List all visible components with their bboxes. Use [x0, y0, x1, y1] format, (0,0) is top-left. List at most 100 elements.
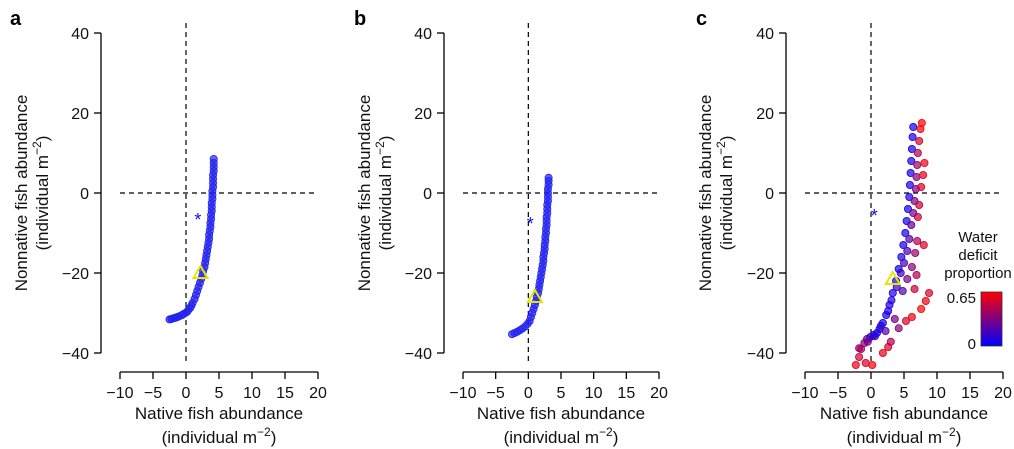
- data-point: [855, 352, 864, 361]
- data-point: [870, 332, 879, 341]
- triangle-marker: [526, 288, 544, 303]
- data-point: [917, 119, 926, 128]
- data-point: [915, 200, 924, 209]
- data-point: [881, 326, 890, 335]
- data-point: [905, 234, 914, 243]
- star-marker: *: [871, 206, 878, 226]
- x-tick-label: −5: [487, 385, 505, 402]
- data-point: [903, 204, 912, 213]
- colorbar-title-line: Water: [958, 229, 997, 246]
- y-tick-label: 0: [423, 186, 432, 203]
- data-point: [863, 337, 872, 346]
- x-tick-label: 5: [557, 385, 566, 402]
- data-point: [905, 192, 914, 201]
- y-tick-label: 40: [756, 26, 774, 43]
- colorbar-title-line: proportion: [944, 265, 1012, 282]
- data-point: [896, 268, 905, 277]
- y-tick-label: 20: [71, 106, 89, 123]
- data-point: [907, 312, 916, 321]
- x-axis-title: Native fish abundance: [477, 404, 645, 423]
- x-tick-label: 15: [617, 385, 635, 402]
- data-point: [544, 173, 553, 182]
- x-tick-label: 20: [994, 385, 1012, 402]
- y-axis-units: (individual m−2): [373, 136, 395, 251]
- data-point: [913, 148, 922, 157]
- data-point: [920, 158, 929, 167]
- data-point: [899, 240, 908, 249]
- y-tick-label: 20: [756, 106, 774, 123]
- data-point: [910, 284, 919, 293]
- y-axis-title: Nonnative fish abundance: [355, 95, 374, 292]
- data-point: [898, 286, 907, 295]
- data-point: [909, 123, 918, 132]
- x-tick-label: 15: [961, 385, 979, 402]
- data-point: [900, 258, 909, 267]
- triangle-marker: [884, 270, 902, 285]
- colorbar-title-line: deficit: [958, 247, 998, 264]
- data-point: [886, 337, 895, 346]
- data-point: [901, 316, 910, 325]
- x-tick-label: 20: [650, 385, 668, 402]
- data-point: [851, 360, 860, 369]
- x-tick-label: 10: [928, 385, 946, 402]
- colorbar-max-label: 0.65: [947, 290, 976, 307]
- data-point: [887, 296, 896, 305]
- colorbar-gradient-bar: [980, 291, 1003, 347]
- panel-a: a −10 −5 0 5 10 15 20 −40 −20 0 20 40 * Native fish ab…: [10, 8, 327, 447]
- y-tick-label: 0: [80, 186, 89, 203]
- data-point: [868, 360, 877, 369]
- y-tick-label: −20: [405, 266, 432, 283]
- data-point: [884, 306, 893, 315]
- y-axis-title: Nonnative fish abundance: [696, 95, 715, 292]
- data-point: [907, 156, 916, 165]
- triangle-marker: [191, 264, 210, 279]
- data-point: [905, 180, 914, 189]
- x-tick-label: −10: [791, 385, 818, 402]
- data-point: [913, 236, 922, 245]
- y-axis-units: (individual m−2): [714, 136, 736, 251]
- data-point: [906, 168, 915, 177]
- data-point: [209, 154, 218, 163]
- x-axis-units: (individual m−2): [847, 425, 962, 447]
- data-point: [911, 248, 920, 257]
- x-tick-label: 0: [182, 385, 191, 402]
- x-tick-label: −10: [449, 385, 476, 402]
- data-point: [878, 348, 887, 357]
- data-point: [919, 240, 928, 249]
- y-axis-units: (individual m−2): [30, 136, 52, 251]
- x-tick-label: −10: [106, 385, 133, 402]
- data-point: [908, 132, 917, 141]
- data-point: [907, 220, 916, 229]
- y-tick-label: −40: [62, 346, 89, 363]
- data-point: [890, 314, 899, 323]
- x-axis-units: (individual m−2): [504, 425, 619, 447]
- data-point: [917, 182, 926, 191]
- x-axis-units: (individual m−2): [162, 425, 277, 447]
- data-point: [861, 358, 870, 367]
- x-tick-label: 0: [867, 385, 876, 402]
- x-tick-label: 15: [276, 385, 294, 402]
- x-tick-label: −5: [829, 385, 847, 402]
- data-point: [917, 304, 926, 313]
- panel-c: c −10 −5 0 5 10 15 20 −40 −20 0 20 40 * Native fish ab…: [696, 8, 1012, 447]
- data-points: [851, 119, 934, 369]
- x-tick-label: 5: [900, 385, 909, 402]
- y-tick-label: −20: [62, 266, 89, 283]
- star-marker: *: [527, 214, 534, 234]
- y-axis-title: Nonnative fish abundance: [12, 95, 31, 292]
- data-point: [876, 321, 885, 330]
- data-point: [912, 270, 921, 279]
- x-tick-label: 5: [215, 385, 224, 402]
- data-point: [901, 228, 910, 237]
- x-tick-label: 10: [585, 385, 603, 402]
- data-point: [921, 296, 930, 305]
- data-point: [907, 262, 916, 271]
- x-tick-label: −5: [144, 385, 162, 402]
- y-tick-label: 0: [765, 186, 774, 203]
- y-tick-label: 20: [414, 106, 432, 123]
- x-axis-title: Native fish abundance: [135, 404, 303, 423]
- data-point: [919, 170, 928, 179]
- data-point: [915, 136, 924, 145]
